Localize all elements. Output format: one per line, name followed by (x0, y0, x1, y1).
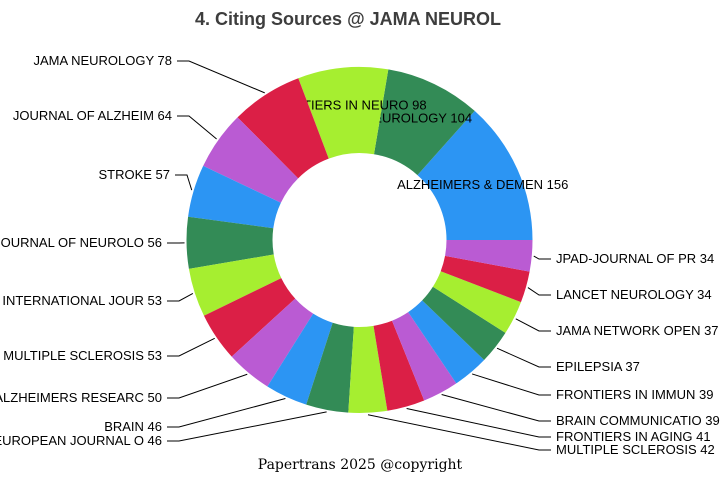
leader-line-frontiers-in-aging-41 (406, 408, 551, 438)
donut-slice-jama-neurology-78 (237, 78, 329, 179)
donut-slice-neurology-104 (373, 69, 475, 176)
donut-slice-lancet-neurology-34 (440, 255, 530, 303)
donut-slice-journal-of-neurolo-56 (186, 216, 274, 269)
donut-slice-alzheimers-demen-156 (417, 110, 533, 240)
leader-line-frontiers-in-immun-39 (471, 373, 551, 396)
donut-slice-frontiers-in-immun-39 (408, 300, 485, 384)
slice-label-european-journal-o-46: EUROPEAN JOURNAL O 46 (0, 433, 162, 448)
slice-label-epilepsia-37: EPILEPSIA 37 (556, 359, 640, 374)
slice-label-international-jour-53: INTERNATIONAL JOUR 53 (2, 293, 162, 308)
donut-slice-jama-network-open-37 (432, 271, 521, 333)
leader-line-jama-network-open-37 (515, 318, 551, 332)
leader-line-brain-46 (167, 398, 286, 428)
leader-line-stroke-57 (175, 174, 193, 191)
copyright-footer: Papertrans 2025 @copyright (257, 457, 463, 473)
leader-line-multiple-sclerosis-42 (367, 414, 551, 451)
leader-line-alzheimers-researc-50 (167, 373, 248, 399)
slice-label-multiple-sclerosis-53: MULTIPLE SCLEROSIS 53 (3, 348, 162, 363)
slice-label-brain-communicatio-39: BRAIN COMMUNICATIO 39 (556, 413, 720, 428)
slice-label-jama-neurology-78: JAMA NEUROLOGY 78 (34, 53, 172, 68)
slice-label-jpad-journal-of-pr-34: JPAD-JOURNAL OF PR 34 (556, 251, 714, 266)
donut-slice-multiple-sclerosis-53 (203, 278, 296, 357)
leader-line-epilepsia-37 (496, 347, 551, 368)
slice-label-journal-of-neurolo-56: JOURNAL OF NEUROLO 56 (0, 235, 162, 250)
donut-slice-stroke-57 (188, 165, 281, 229)
donut-slice-frontiers-in-neuro-98 (298, 67, 389, 159)
donut-slice-frontiers-in-aging-41 (373, 320, 425, 411)
slice-label-neurology-104: NEUROLOGY 104 (364, 110, 472, 125)
leader-line-european-journal-o-46 (167, 411, 327, 442)
donut-slice-jpad-journal-of-pr-34 (445, 240, 533, 272)
leader-line-brain-communicatio-39 (441, 394, 551, 422)
leader-line-jpad-journal-of-pr-34 (533, 255, 551, 260)
slice-label-frontiers-in-immun-39: FRONTIERS IN IMMUN 39 (556, 387, 713, 402)
slice-label-journal-of-alzheim-64: JOURNAL OF ALZHEIM 64 (13, 108, 172, 123)
chart-title: 4. Citing Sources @ JAMA NEUROL (195, 9, 501, 29)
donut-slice-brain-communicatio-39 (392, 312, 457, 401)
slice-label-frontiers-in-aging-41: FRONTIERS IN AGING 41 (556, 429, 711, 444)
donut-slice-journal-of-alzheim-64 (203, 117, 299, 203)
slice-label-alzheimers-researc-50: ALZHEIMERS RESEARC 50 (0, 390, 162, 405)
leader-line-journal-of-alzheim-64 (177, 115, 217, 140)
leader-line-lancet-neurology-34 (527, 287, 551, 296)
donut-slice-alzheimers-researc-50 (231, 298, 314, 387)
slice-label-brain-46: BRAIN 46 (104, 419, 162, 434)
donut-slice-multiple-sclerosis-42 (348, 325, 388, 413)
slice-label-lancet-neurology-34: LANCET NEUROLOGY 34 (556, 287, 712, 302)
slice-label-stroke-57: STROKE 57 (98, 167, 170, 182)
donut-slice-european-journal-o-46 (306, 322, 354, 413)
donut-slice-epilepsia-37 (422, 286, 506, 360)
leader-line-multiple-sclerosis-53 (167, 337, 215, 357)
slice-label-alzheimers-demen-156: ALZHEIMERS & DEMEN 156 (397, 177, 568, 192)
leader-line-jama-neurology-78 (177, 60, 265, 94)
leader-line-international-jour-53 (167, 293, 194, 302)
slice-label-jama-network-open-37: JAMA NETWORK OPEN 37 (556, 323, 719, 338)
slice-label-multiple-sclerosis-42: MULTIPLE SCLEROSIS 42 (556, 442, 715, 457)
donut-slice-international-jour-53 (188, 254, 282, 316)
donut-slice-brain-46 (267, 313, 333, 405)
